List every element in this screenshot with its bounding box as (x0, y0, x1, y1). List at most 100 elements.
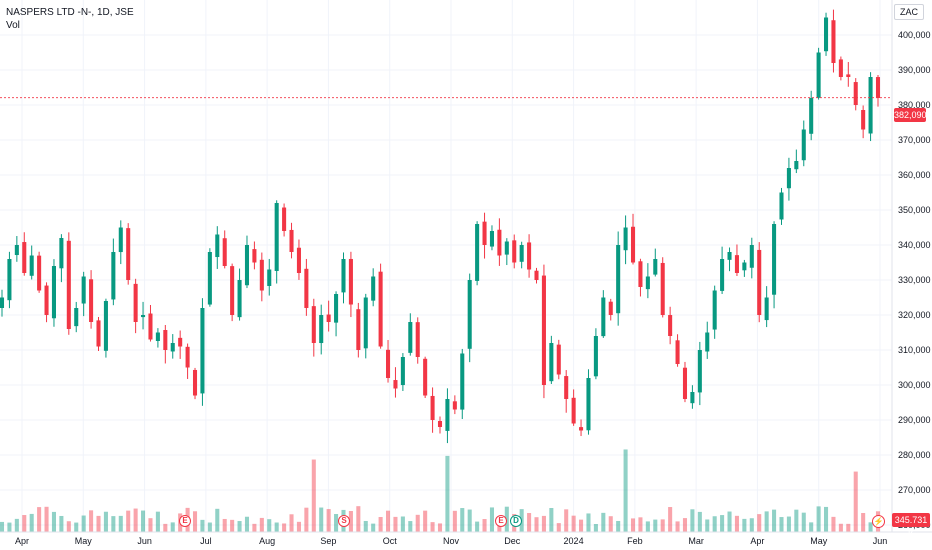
candle-body (126, 228, 131, 280)
volume-bar (237, 521, 242, 532)
candle-body (341, 259, 346, 293)
candle-body (334, 294, 339, 323)
volume-bar (749, 518, 754, 532)
candle-body (437, 420, 443, 427)
volume-bar (564, 509, 569, 532)
candle-body (846, 74, 851, 77)
candle-body (541, 275, 546, 385)
volume-bar (259, 517, 264, 532)
candle-body (319, 315, 324, 344)
last-volume-tag: 345.731 K (892, 513, 930, 539)
candle-body (252, 249, 257, 263)
candle-body (482, 221, 487, 245)
candle-body (348, 258, 353, 305)
volume-bar (274, 522, 279, 532)
volume-bar (742, 518, 747, 532)
candle-body (824, 17, 829, 52)
candle-body (170, 343, 175, 352)
volume-bar (111, 516, 116, 532)
last-price-tag: 382,090 (894, 108, 927, 122)
time-tick-label: Apr (15, 536, 29, 546)
candle-body (207, 252, 212, 305)
dividend-event-icon[interactable]: D (510, 515, 522, 527)
volume-bar (690, 509, 695, 532)
candle-body (549, 343, 554, 382)
volume-bar (437, 523, 443, 532)
time-tick-label: May (810, 536, 828, 546)
price-tick-label: 400,000 (898, 30, 931, 40)
volume-bar (37, 507, 42, 532)
price-tick-label: 300,000 (898, 380, 931, 390)
candle-body (586, 378, 591, 431)
candle-body (556, 344, 561, 375)
volume-bar (192, 511, 198, 532)
volume-bar (779, 517, 784, 532)
time-tick-label: Jun (873, 536, 888, 546)
volume-bar (727, 511, 732, 532)
candle-body (74, 308, 79, 327)
volume-bar (163, 523, 168, 532)
candle-body (801, 129, 806, 161)
candle-body (148, 313, 153, 340)
volume-bar (816, 506, 821, 532)
time-tick-label: 2024 (564, 536, 584, 546)
volume-bar (675, 521, 680, 532)
volume-bar (230, 519, 235, 532)
price-tick-label: 290,000 (898, 415, 931, 425)
candle-body (705, 332, 710, 352)
time-tick-label: May (75, 536, 93, 546)
candle-body (630, 226, 636, 263)
currency-badge[interactable]: ZAC (894, 4, 924, 20)
volume-bar (133, 508, 138, 532)
candle-body (720, 259, 725, 291)
volume-bar (794, 509, 799, 532)
candle-body (96, 320, 101, 347)
volume-bar (267, 519, 272, 532)
volume-bar (207, 522, 212, 532)
time-tick-label: Nov (443, 536, 460, 546)
candle-body (111, 252, 116, 300)
volume-label[interactable]: Vol (6, 20, 20, 31)
time-tick-label: Aug (259, 536, 275, 546)
candle-body (853, 82, 858, 105)
split-event-icon[interactable]: S (338, 515, 350, 527)
candle-body (489, 231, 494, 247)
volume-bar (556, 523, 561, 532)
candle-body (861, 110, 866, 130)
volume-bar (638, 517, 643, 532)
earnings-event-icon[interactable]: E (179, 515, 191, 527)
candle-body (697, 350, 702, 393)
candle-body (623, 227, 628, 251)
volume-bar (734, 515, 739, 532)
candle-body (259, 259, 264, 291)
volume-bar (764, 511, 769, 532)
candle-body (772, 224, 777, 295)
volume-bar (326, 509, 331, 532)
volume-bar (623, 449, 628, 532)
candle-body (527, 242, 532, 270)
price-axis[interactable]: 260,000270,000280,000290,000300,000310,0… (898, 30, 931, 530)
volume-bar (200, 519, 205, 532)
lightning-icon[interactable]: ⚡ (872, 515, 885, 528)
candle-body (393, 380, 398, 389)
volume-bar (74, 522, 79, 532)
volume-bar (400, 516, 405, 532)
time-axis[interactable]: Apr May Jun Jul Aug Sep Oct Nov Dec 2024 Feb Mar Apr… (15, 536, 887, 546)
volume-bar (29, 513, 34, 532)
volume-bar (846, 523, 851, 532)
time-tick-label: Apr (750, 536, 764, 546)
volume-bar (720, 515, 725, 532)
candle-body (749, 245, 754, 268)
candle-body (356, 309, 361, 350)
symbol-title[interactable]: NASPERS LTD -N-, 1D, JSE (6, 7, 134, 18)
candle-body (282, 207, 287, 231)
candle-body (29, 255, 34, 276)
volume-bar (868, 522, 873, 532)
earnings-event-icon[interactable]: E (495, 515, 507, 527)
volume-bar (645, 521, 650, 532)
candle-body (430, 395, 435, 420)
volume-bar (653, 519, 658, 532)
candle-body (141, 315, 146, 318)
